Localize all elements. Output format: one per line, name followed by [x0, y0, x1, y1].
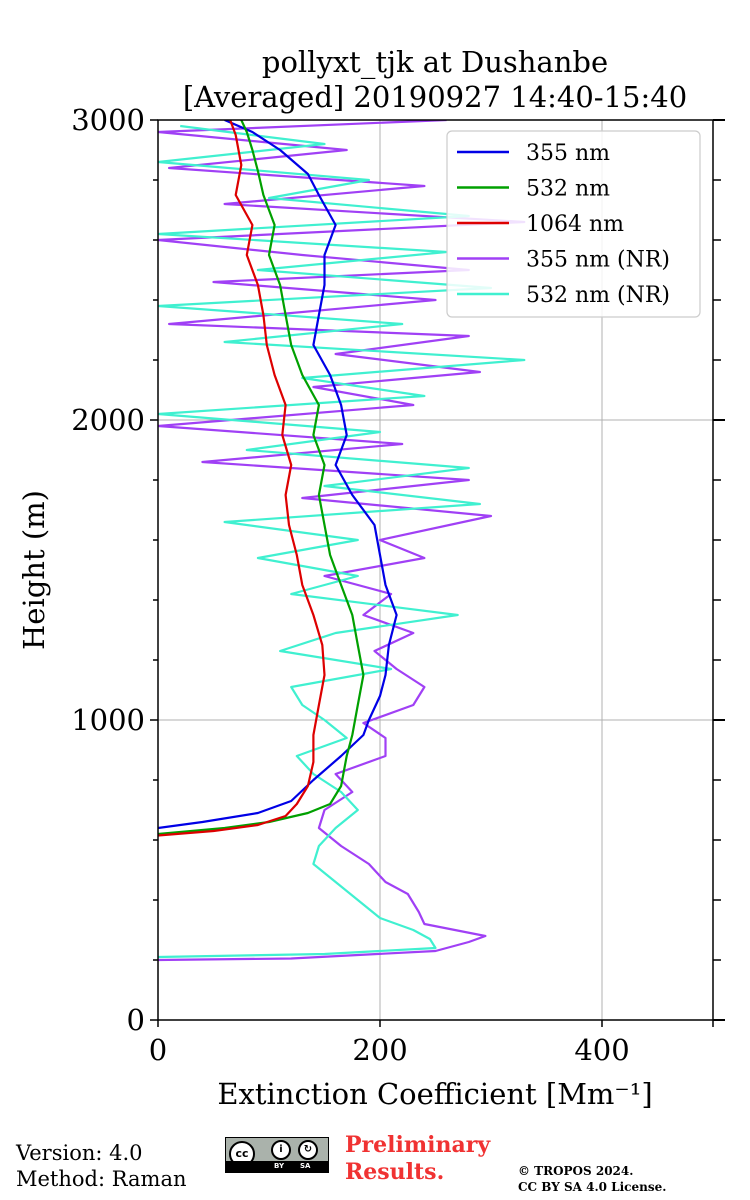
- preliminary-label: Preliminary: [345, 1132, 491, 1158]
- series-line: [158, 120, 398, 830]
- sa-label: SA: [300, 1162, 311, 1170]
- badge-strip: [226, 1161, 328, 1172]
- x-axis-label: Extinction Coefficient [Mm⁻¹]: [217, 1077, 652, 1111]
- series-line: [158, 120, 526, 962]
- series-line: [158, 124, 526, 959]
- version-text: Version: 4.0: [16, 1141, 143, 1165]
- series-group: [158, 120, 526, 962]
- legend: 355 nm 532 nm 1064 nm 355 nm (NR) 532 nm (NR…: [446, 130, 701, 318]
- copyright-line: © TROPOS 2024.: [518, 1164, 634, 1178]
- x-tick-label: 400: [574, 1033, 629, 1067]
- y-axis-label: Height (m): [17, 490, 51, 650]
- axis-ticks: 0 200 400 0 1000 2000 3000: [71, 103, 725, 1067]
- license-line: CC BY SA 4.0 License.: [518, 1180, 667, 1194]
- legend-label: 355 nm: [526, 141, 610, 166]
- extinction-profile-chart: 0 200 400 0 1000 2000 3000 pollyxt_tjk at Dush…: [17, 45, 725, 1111]
- legend-label: 532 nm (NR): [526, 283, 670, 308]
- legend-box: [446, 130, 701, 318]
- by-label: BY: [274, 1162, 285, 1170]
- y-tick-label: 3000: [71, 103, 145, 137]
- cc-license-badge: cc i ↻ BY SA: [225, 1137, 329, 1173]
- y-tick-label: 2000: [71, 403, 145, 437]
- chart-title-line1: pollyxt_tjk at Dushanbe: [262, 45, 608, 80]
- plot-frame: [157, 119, 714, 1021]
- method-text: Method: Raman: [16, 1167, 187, 1191]
- legend-label: 532 nm: [526, 177, 610, 202]
- series-line: [158, 120, 365, 836]
- attribution-icon: i: [271, 1140, 291, 1160]
- results-label: Results.: [345, 1159, 445, 1185]
- y-tick-label: 1000: [71, 703, 145, 737]
- share-alike-icon: ↻: [298, 1140, 318, 1160]
- y-tick-label: 0: [127, 1003, 145, 1037]
- x-tick-label: 200: [352, 1033, 407, 1067]
- chart-title-line2: [Averaged] 20190927 14:40-15:40: [183, 80, 687, 114]
- x-tick-label: 0: [149, 1033, 167, 1067]
- legend-label: 355 nm (NR): [526, 248, 670, 273]
- legend-label: 1064 nm: [526, 212, 624, 237]
- series-line: [158, 120, 326, 837]
